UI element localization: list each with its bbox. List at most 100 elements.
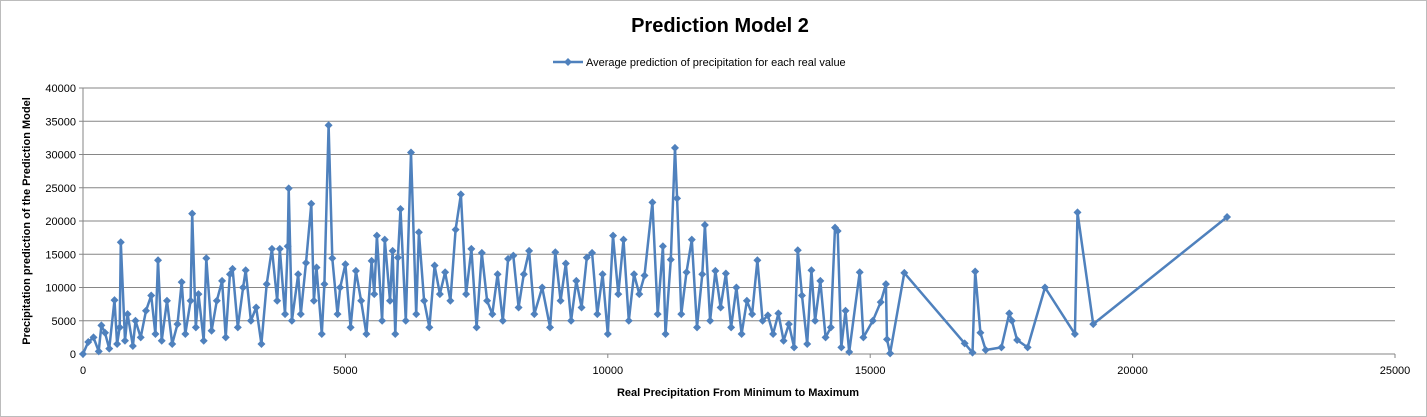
- data-point-marker: [380, 235, 389, 244]
- data-point-marker: [110, 296, 119, 305]
- data-point-marker: [79, 350, 87, 358]
- data-point-marker: [336, 283, 345, 292]
- data-point-marker: [561, 259, 570, 268]
- data-point-marker: [971, 267, 980, 276]
- data-point-marker: [372, 231, 381, 240]
- data-point-marker: [388, 246, 397, 255]
- data-point-marker: [693, 323, 702, 332]
- data-point-marker: [732, 283, 741, 292]
- series-markers: [79, 121, 1232, 358]
- data-point-marker: [391, 330, 400, 339]
- data-point-marker: [218, 276, 227, 285]
- data-point-marker: [748, 310, 757, 319]
- data-point-marker: [136, 333, 145, 342]
- data-point-marker: [328, 254, 337, 263]
- data-point-marker: [593, 310, 602, 319]
- data-point-marker: [706, 316, 715, 325]
- data-point-marker: [239, 283, 248, 292]
- data-point-marker: [493, 270, 502, 279]
- data-point-marker: [317, 330, 326, 339]
- data-point-marker: [769, 330, 778, 339]
- data-point-marker: [191, 323, 200, 332]
- data-point-marker: [186, 296, 195, 305]
- data-point-marker: [425, 323, 434, 332]
- x-tick-label: 20000: [1117, 365, 1148, 377]
- data-point-marker: [976, 328, 985, 337]
- data-point-marker: [711, 266, 720, 275]
- data-point-marker: [207, 326, 216, 335]
- data-point-marker: [188, 209, 197, 218]
- data-point-marker: [648, 198, 657, 207]
- data-point-marker: [821, 333, 830, 342]
- data-point-marker: [1223, 213, 1232, 222]
- data-point-marker: [168, 340, 177, 349]
- data-point-marker: [287, 316, 296, 325]
- data-point-marker: [228, 264, 237, 273]
- y-axis-label: Precipitation prediction of the Predicti…: [21, 97, 33, 345]
- data-point-marker: [886, 349, 895, 358]
- data-point-marker: [446, 296, 455, 305]
- data-point-marker: [341, 260, 350, 269]
- gridlines: [83, 87, 1395, 322]
- data-point-marker: [556, 296, 565, 305]
- legend-entry-label: Average prediction of precipitation for …: [586, 57, 846, 69]
- data-point-marker: [981, 346, 990, 355]
- legend-marker-swatch: [564, 58, 572, 66]
- data-point-marker: [173, 320, 182, 329]
- data-point-marker: [619, 235, 628, 244]
- data-point-marker: [451, 225, 460, 234]
- data-point-marker: [737, 330, 746, 339]
- data-point-marker: [538, 283, 547, 292]
- y-tick-label: 25000: [45, 183, 76, 195]
- data-point-marker: [324, 121, 333, 130]
- data-point-marker: [199, 336, 208, 345]
- data-point-marker: [779, 336, 788, 345]
- data-point-marker: [202, 254, 211, 263]
- data-point-marker: [498, 316, 507, 325]
- data-point-marker: [551, 248, 560, 257]
- data-point-marker: [900, 268, 909, 277]
- data-point-marker: [97, 321, 106, 330]
- data-point-marker: [275, 244, 284, 253]
- data-point-marker: [774, 309, 783, 318]
- data-point-marker: [653, 310, 662, 319]
- data-point-marker: [876, 298, 885, 307]
- data-point-marker: [572, 276, 581, 285]
- data-point-marker: [283, 242, 292, 251]
- data-point-marker: [614, 290, 623, 299]
- series-line: [81, 123, 1228, 355]
- data-point-marker: [716, 303, 725, 312]
- data-point-marker: [721, 269, 730, 278]
- data-point-marker: [803, 340, 812, 349]
- data-point-marker: [882, 335, 891, 344]
- data-point-marker: [816, 276, 825, 285]
- x-tick-label: 5000: [333, 365, 357, 377]
- data-point-marker: [661, 330, 670, 339]
- data-point-marker: [194, 290, 203, 299]
- y-tick-label: 10000: [45, 283, 76, 295]
- data-point-marker: [147, 291, 156, 300]
- data-point-marker: [483, 296, 492, 305]
- data-point-marker: [94, 347, 103, 356]
- data-point-marker: [868, 316, 877, 325]
- data-point-marker: [700, 220, 709, 229]
- x-tick-label: 0: [80, 365, 86, 377]
- data-point-marker: [101, 328, 110, 337]
- data-point-marker: [105, 344, 114, 353]
- data-point-marker: [793, 246, 802, 255]
- data-point-marker: [472, 323, 481, 332]
- data-point-marker: [456, 190, 465, 199]
- data-point-marker: [154, 256, 163, 265]
- data-point-marker: [666, 255, 675, 264]
- data-point-marker: [640, 271, 649, 280]
- data-point-marker: [811, 316, 820, 325]
- data-point-marker: [753, 256, 762, 265]
- data-point-marker: [131, 316, 140, 325]
- data-point-marker: [1007, 316, 1016, 325]
- data-point-marker: [414, 228, 423, 237]
- data-point-marker: [687, 235, 696, 244]
- data-point-marker: [273, 296, 282, 305]
- data-point-marker: [233, 323, 242, 332]
- data-point-marker: [525, 246, 534, 255]
- y-tick-label: 5000: [52, 316, 76, 328]
